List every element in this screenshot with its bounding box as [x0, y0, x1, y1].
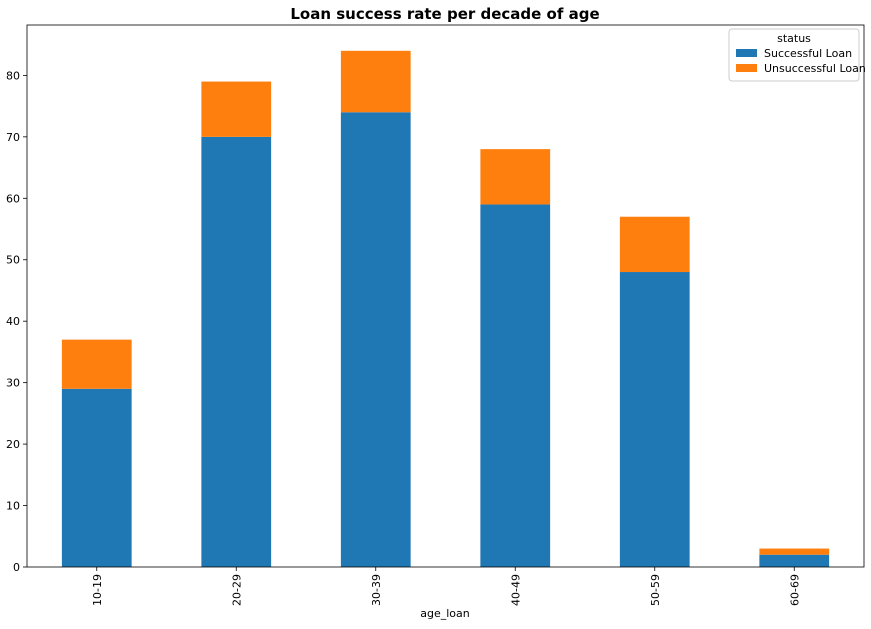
x-tick-label-20-29: 20-29	[230, 574, 243, 606]
bar-30-39-series-1	[340, 50, 411, 113]
y-tick-label-60: 60	[6, 192, 20, 205]
plot-frame	[26, 24, 865, 568]
bar-60-69-series-1	[759, 548, 830, 555]
chart-title: Loan success rate per decade of age	[290, 5, 599, 23]
y-tick-label-50: 50	[6, 254, 20, 267]
y-tick-label-20: 20	[6, 438, 20, 451]
legend-title: status	[777, 32, 811, 45]
legend-label-1: Unsuccessful Loan	[764, 62, 866, 75]
axes-layer: 0 10 20 30 40 50 60 70 80 10-19 20-29 30-39 40-49 50-…	[6, 24, 865, 606]
x-tick-label-10-19: 10-19	[91, 574, 104, 606]
bar-50-59-series-0	[619, 272, 690, 567]
bar-40-49-series-0	[480, 204, 551, 567]
x-axis-label: age_loan	[420, 607, 470, 620]
legend-box	[728, 28, 860, 82]
x-tick-label-50-59: 50-59	[649, 574, 662, 606]
bars-layer	[61, 50, 830, 567]
bar-20-29-series-0	[201, 136, 272, 567]
y-tick-label-70: 70	[6, 131, 20, 144]
y-tick-label-80: 80	[6, 69, 20, 82]
y-tick-label-30: 30	[6, 377, 20, 390]
x-tick-label-60-69: 60-69	[788, 574, 801, 606]
x-tick-label-30-39: 30-39	[370, 574, 383, 606]
legend-swatch-0	[736, 49, 757, 57]
x-tick-label-40-49: 40-49	[509, 574, 522, 606]
bar-50-59-series-1	[619, 216, 690, 273]
y-tick-label-40: 40	[6, 315, 20, 328]
bar-30-39-series-0	[340, 112, 411, 567]
y-tick-label-10: 10	[6, 500, 20, 513]
legend-swatch-1	[736, 64, 757, 72]
bar-10-19-series-1	[61, 339, 132, 389]
bar-10-19-series-0	[61, 388, 132, 567]
legend: status Successful Loan Unsuccessful Loan	[728, 28, 866, 82]
bar-60-69-series-0	[759, 554, 830, 567]
legend-label-0: Successful Loan	[764, 47, 852, 60]
bar-40-49-series-1	[480, 149, 551, 205]
y-tick-label-0: 0	[13, 561, 20, 574]
bar-20-29-series-1	[201, 81, 272, 137]
